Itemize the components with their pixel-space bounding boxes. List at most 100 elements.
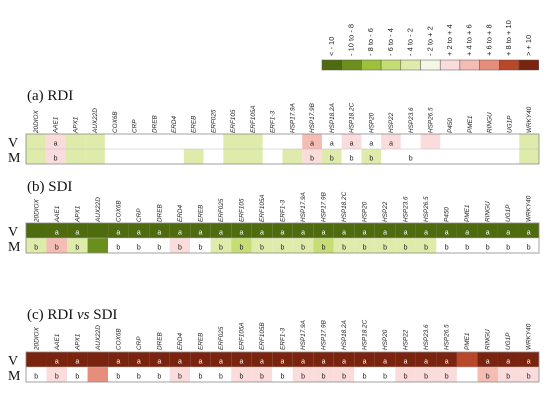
gene-label: HSP17.9B	[321, 191, 328, 222]
heatmap-cell	[361, 149, 382, 164]
significance-letter: a	[75, 230, 79, 237]
heatmap-cell	[519, 149, 539, 164]
gene-label: APX1	[74, 333, 81, 351]
significance-letter: b	[157, 245, 161, 252]
heatmap-cell	[354, 367, 375, 382]
gene-label: RINGU	[487, 112, 494, 133]
significance-letter: b	[301, 374, 305, 381]
significance-letter: b	[527, 374, 531, 381]
heatmap-cell	[374, 223, 396, 238]
heatmap-cell	[333, 238, 355, 253]
significance-letter: b	[322, 374, 326, 381]
gene-label: APX1	[72, 116, 79, 134]
heatmap-cell	[164, 149, 184, 164]
heatmap-cell	[251, 367, 273, 382]
significance-letter: a	[137, 230, 141, 237]
heatmap-cell	[108, 367, 129, 382]
heatmap-cell	[124, 134, 145, 149]
heatmap-cell	[108, 223, 129, 238]
heatmap-cell	[128, 223, 150, 238]
heatmap-cell	[341, 134, 362, 149]
significance-letter: a	[178, 230, 182, 237]
significance-letter: b	[157, 374, 161, 381]
legend-swatch	[380, 59, 402, 71]
gene-label: HSP18.2A	[341, 320, 348, 350]
heatmap-cell	[321, 149, 342, 164]
heatmap-cell	[395, 367, 416, 382]
heatmap-cell	[85, 134, 105, 149]
significance-letter: b	[301, 245, 305, 252]
heatmap-cell	[395, 352, 416, 367]
gene-label: COX6B	[115, 200, 122, 222]
heatmap-cell	[374, 238, 396, 253]
gene-label: HSP26.5	[444, 324, 451, 350]
gene-label: AAE1	[54, 333, 61, 351]
heatmap-panel: (b) SDI 20DIOX AAE1 APX1 AUX22D COX6B CRP DREB E…	[8, 179, 540, 255]
significance-letter: a	[330, 141, 334, 148]
gene-label: CRP	[136, 336, 143, 350]
significance-letter: a	[383, 230, 387, 237]
heatmap-cell	[497, 223, 519, 238]
heatmap-cell	[149, 367, 170, 382]
significance-letter: a	[404, 230, 408, 237]
heatmap-cell	[354, 238, 375, 253]
heatmap-cell	[519, 134, 539, 149]
heatmap-cell	[479, 149, 500, 164]
heatmap-cell	[341, 149, 362, 164]
gene-label: DREB	[151, 115, 158, 133]
heatmap-cell	[251, 352, 273, 367]
heatmap-cell	[518, 238, 539, 253]
significance-letter: a	[157, 230, 161, 237]
gene-label: HSP22	[403, 329, 410, 350]
heatmap-cell	[456, 352, 478, 367]
heatmap-cell	[361, 134, 382, 149]
legend-label: - 4 to - 2	[406, 28, 415, 56]
gene-label: DREB	[156, 332, 163, 350]
gene-label: ERF105A	[259, 194, 266, 222]
significance-letter: b	[445, 374, 449, 381]
heatmap-cell	[46, 352, 68, 367]
significance-letter: b	[486, 245, 490, 252]
heatmap-cell	[282, 149, 303, 164]
significance-letter: a	[198, 230, 202, 237]
significance-letter: a	[342, 230, 346, 237]
gene-label: UG1P	[505, 204, 512, 222]
heatmap-cell	[400, 149, 421, 164]
significance-letter: b	[137, 245, 141, 252]
heatmap-cell	[169, 367, 191, 382]
heatmap-cell	[420, 134, 441, 149]
heatmap-cell	[460, 149, 480, 164]
heatmap-cell	[85, 149, 105, 164]
gene-label: HSP26.5	[423, 196, 430, 222]
significance-letter: a	[424, 230, 428, 237]
heatmap-cell	[46, 223, 68, 238]
heatmap-cell	[149, 352, 170, 367]
heatmap-cell	[518, 352, 539, 367]
gene-label: ERF105B	[259, 322, 266, 350]
gene-label: 20DIOX	[33, 327, 40, 351]
significance-letter: a	[198, 359, 202, 366]
significance-letter: b	[424, 245, 428, 252]
heatmap-cell	[190, 352, 211, 367]
significance-letter: a	[486, 230, 490, 237]
significance-letter: b	[116, 374, 120, 381]
heatmap-cell	[415, 223, 437, 238]
gene-label: P450	[444, 207, 451, 222]
legend-label: - 10 to - 8	[347, 24, 356, 56]
row-label: V	[8, 225, 18, 240]
gene-label: PME1	[464, 204, 471, 222]
heatmap-cell	[190, 223, 211, 238]
heatmap-cell	[251, 223, 273, 238]
gene-label: HSP22	[382, 201, 389, 222]
gene-label: RINGU	[485, 329, 492, 350]
heatmap-cell	[292, 352, 314, 367]
legend-swatch	[518, 59, 539, 71]
gene-label: HSP18.2C	[341, 191, 348, 222]
heatmap-cell	[313, 352, 334, 367]
significance-letter: a	[350, 141, 354, 148]
heatmap-cell	[456, 238, 478, 253]
significance-letter: a	[116, 230, 120, 237]
heatmap-cell	[499, 149, 520, 164]
significance-letter: b	[260, 374, 264, 381]
